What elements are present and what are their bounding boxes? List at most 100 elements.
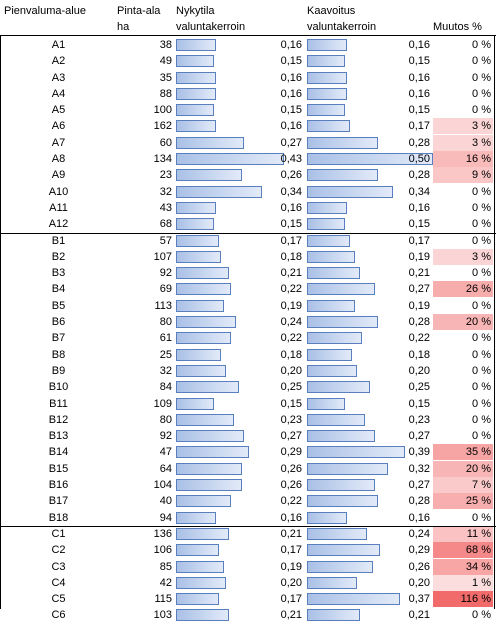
- area-size-cell: 103: [153, 609, 172, 622]
- change-percent-cell: 0 %: [472, 609, 491, 622]
- area-name-cell: A4: [51, 87, 66, 100]
- table-row: A7 60 0,27 0,28 3 %: [0, 134, 496, 151]
- current-coefficient-bar: [176, 348, 221, 361]
- area-size-cell: 80: [159, 413, 172, 426]
- table-row: B2 107 0,18 0,19 3 %: [0, 248, 496, 265]
- change-percent-cell: 20 %: [433, 460, 493, 477]
- area-name-cell: B17: [48, 495, 69, 508]
- planned-coefficient-bar: [307, 218, 345, 231]
- current-coefficient-bar: [176, 381, 239, 394]
- planned-coefficient-bar: [307, 348, 352, 361]
- planned-coefficient-value: 0,27: [408, 283, 430, 296]
- planned-coefficient-value: 0,27: [408, 430, 430, 443]
- current-coefficient-bar: [176, 495, 231, 508]
- planned-coefficient-bar: [307, 413, 365, 426]
- planned-coefficient-value: 0,19: [408, 299, 430, 312]
- area-size-cell: 134: [153, 153, 172, 166]
- header-size-unit: ha: [117, 21, 130, 33]
- area-size-cell: 80: [159, 316, 172, 329]
- area-size-cell: 43: [159, 201, 172, 214]
- area-size-cell: 68: [159, 218, 172, 231]
- table-row: A3 35 0,16 0,16 0 %: [0, 70, 496, 86]
- planned-coefficient-bar: [307, 544, 380, 557]
- planned-coefficient-bar: [307, 332, 362, 345]
- current-coefficient-bar: [176, 527, 229, 540]
- change-percent-cell: 0 %: [472, 71, 491, 84]
- planned-coefficient-bar: [307, 234, 350, 247]
- left-border: [0, 36, 1, 609]
- planned-coefficient-value: 0,17: [408, 234, 430, 247]
- planned-coefficient-value: 0,20: [408, 364, 430, 377]
- area-name-cell: A12: [48, 218, 69, 231]
- current-coefficient-bar: [176, 560, 224, 573]
- planned-coefficient-value: 0,28: [408, 495, 430, 508]
- change-percent-cell: 1 %: [433, 574, 493, 591]
- current-coefficient-bar: [176, 136, 244, 149]
- change-percent-cell: 11 %: [433, 525, 493, 542]
- current-coefficient-value: 0,43: [280, 153, 302, 166]
- table-row: B13 92 0,27 0,27 0 %: [0, 428, 496, 444]
- area-size-cell: 60: [159, 136, 172, 149]
- planned-coefficient-bar: [307, 316, 378, 329]
- area-size-cell: 104: [153, 479, 172, 492]
- planned-coefficient-value: 0,15: [408, 55, 430, 68]
- change-percent-cell: 0 %: [472, 413, 491, 426]
- area-size-cell: 61: [159, 332, 172, 345]
- current-coefficient-value: 0,21: [280, 527, 302, 540]
- right-border: [494, 36, 495, 609]
- table-row: B14 47 0,29 0,39 35 %: [0, 444, 496, 461]
- area-name-cell: A3: [51, 71, 66, 84]
- area-size-cell: 92: [159, 267, 172, 280]
- change-percent-cell: 0 %: [472, 55, 491, 68]
- change-percent-cell: 16 %: [433, 151, 493, 168]
- current-coefficient-value: 0,23: [280, 413, 302, 426]
- current-coefficient-bar: [176, 71, 216, 84]
- planned-coefficient-bar: [307, 71, 347, 84]
- planned-coefficient-bar: [307, 479, 375, 492]
- area-name-cell: C6: [51, 609, 66, 622]
- area-size-cell: 35: [159, 71, 172, 84]
- header-size: Pinta-ala: [117, 5, 161, 17]
- table-row: B6 80 0,24 0,28 20 %: [0, 314, 496, 331]
- planned-coefficient-value: 0,37: [408, 593, 430, 606]
- table-row: A11 43 0,16 0,16 0 %: [0, 200, 496, 216]
- change-percent-cell: 0 %: [472, 299, 491, 312]
- table-row: A6 162 0,16 0,17 3 %: [0, 118, 496, 135]
- area-size-cell: 106: [153, 544, 172, 557]
- table-row: B9 32 0,20 0,20 0 %: [0, 363, 496, 379]
- planned-coefficient-value: 0,26: [408, 560, 430, 573]
- current-coefficient-bar: [176, 576, 226, 589]
- current-coefficient-bar: [176, 364, 226, 377]
- group-separator: [0, 232, 496, 234]
- current-coefficient-bar: [176, 544, 219, 557]
- planned-coefficient-bar: [307, 250, 355, 263]
- area-name-cell: B11: [49, 397, 68, 410]
- planned-coefficient-value: 0,17: [408, 120, 430, 133]
- table-row: A4 88 0,16 0,16 0 %: [0, 86, 496, 102]
- change-percent-cell: 34 %: [433, 558, 493, 575]
- table-row: B17 40 0,22 0,28 25 %: [0, 493, 496, 510]
- current-coefficient-value: 0,18: [280, 250, 302, 263]
- change-percent-cell: 35 %: [433, 444, 493, 461]
- area-size-cell: 49: [159, 55, 172, 68]
- area-size-cell: 100: [153, 104, 172, 117]
- area-name-cell: C5: [51, 593, 66, 606]
- area-name-cell: A1: [51, 39, 66, 51]
- planned-coefficient-bar: [307, 87, 347, 100]
- planned-coefficient-value: 0,28: [408, 316, 430, 329]
- change-percent-cell: 0 %: [472, 201, 491, 214]
- current-coefficient-bar: [176, 104, 214, 117]
- current-coefficient-bar: [176, 218, 214, 231]
- area-size-cell: 23: [159, 169, 172, 182]
- planned-coefficient-bar: [307, 397, 345, 410]
- header-current: Nykytila: [176, 5, 215, 17]
- planned-coefficient-bar: [307, 364, 357, 377]
- header-plan-sub: valuntakerroin: [307, 21, 377, 33]
- current-coefficient-bar: [176, 413, 234, 426]
- table-row: C4 42 0,20 0,20 1 %: [0, 574, 496, 591]
- change-percent-cell: 0 %: [472, 332, 491, 345]
- area-name-cell: A2: [51, 55, 66, 68]
- change-percent-cell: 20 %: [433, 314, 493, 331]
- current-coefficient-bar: [176, 299, 224, 312]
- area-name-cell: A9: [51, 169, 66, 182]
